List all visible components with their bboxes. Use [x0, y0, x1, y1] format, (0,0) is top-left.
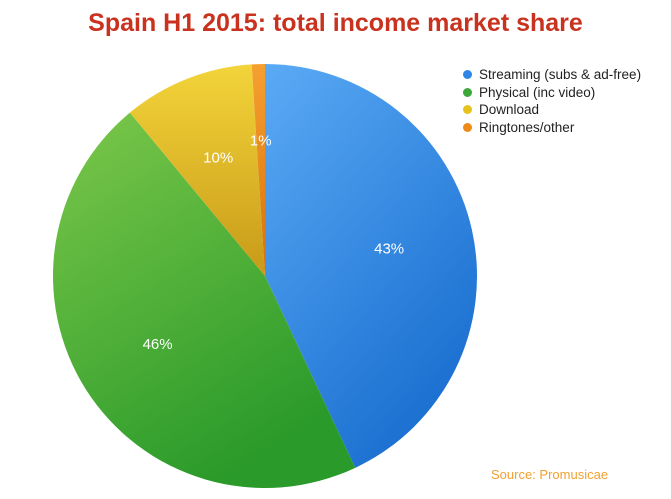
legend-swatch-physical [463, 87, 472, 97]
legend-label-streaming: Streaming (subs & ad-free) [479, 67, 642, 83]
pie-slice-download [129, 64, 265, 276]
legend-item-ringtones: Ringtones/other [463, 119, 641, 137]
legend-item-download: Download [463, 101, 641, 119]
source-note: Source: Promusicae [491, 467, 609, 482]
slice-label-physical: 46% [143, 336, 173, 353]
legend-swatch-streaming [463, 70, 472, 80]
legend-item-physical: Physical (inc video) [463, 84, 641, 102]
chart-title: Spain H1 2015: total income market share [88, 9, 583, 37]
legend-swatch-download [463, 105, 472, 115]
legend-label-download: Download [479, 102, 540, 118]
legend-swatch-ringtones [463, 122, 472, 132]
slice-label-ringtones: 1% [250, 132, 272, 149]
legend-item-streaming: Streaming (subs & ad-free) [463, 66, 641, 84]
legend-label-ringtones: Ringtones/other [479, 119, 575, 135]
slice-label-streaming: 43% [374, 240, 404, 257]
chart-legend: Streaming (subs & ad-free) Physical (inc… [463, 66, 641, 136]
pie-slice-ringtones [251, 64, 265, 276]
legend-label-physical: Physical (inc video) [479, 84, 596, 100]
pie-slice-streaming [265, 64, 478, 468]
slice-label-download: 10% [203, 150, 233, 167]
pie-slice-physical [53, 112, 356, 489]
